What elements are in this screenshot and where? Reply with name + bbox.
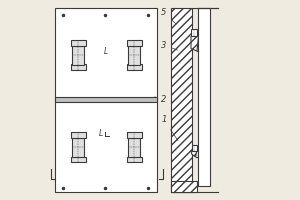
Bar — [171, 8, 192, 192]
Bar — [128, 138, 140, 156]
Bar — [72, 46, 84, 64]
Bar — [70, 156, 86, 162]
Polygon shape — [191, 36, 198, 51]
Bar — [128, 46, 140, 64]
Text: 3: 3 — [161, 40, 177, 50]
Text: 1: 1 — [161, 116, 178, 141]
Bar — [198, 8, 210, 186]
Bar — [127, 40, 142, 46]
Bar — [127, 132, 142, 138]
Text: 2: 2 — [154, 96, 167, 104]
Bar — [70, 64, 86, 70]
Bar — [127, 156, 142, 162]
Bar — [70, 132, 86, 138]
Bar — [191, 29, 197, 36]
Text: L: L — [99, 129, 103, 138]
Bar — [55, 97, 157, 102]
Text: 5: 5 — [161, 8, 176, 24]
Polygon shape — [192, 151, 197, 157]
Bar — [171, 181, 197, 192]
Bar — [55, 8, 157, 192]
Bar — [70, 40, 86, 46]
Bar — [72, 138, 84, 156]
Bar — [127, 64, 142, 70]
Bar — [192, 145, 197, 151]
Text: L: L — [104, 47, 108, 56]
